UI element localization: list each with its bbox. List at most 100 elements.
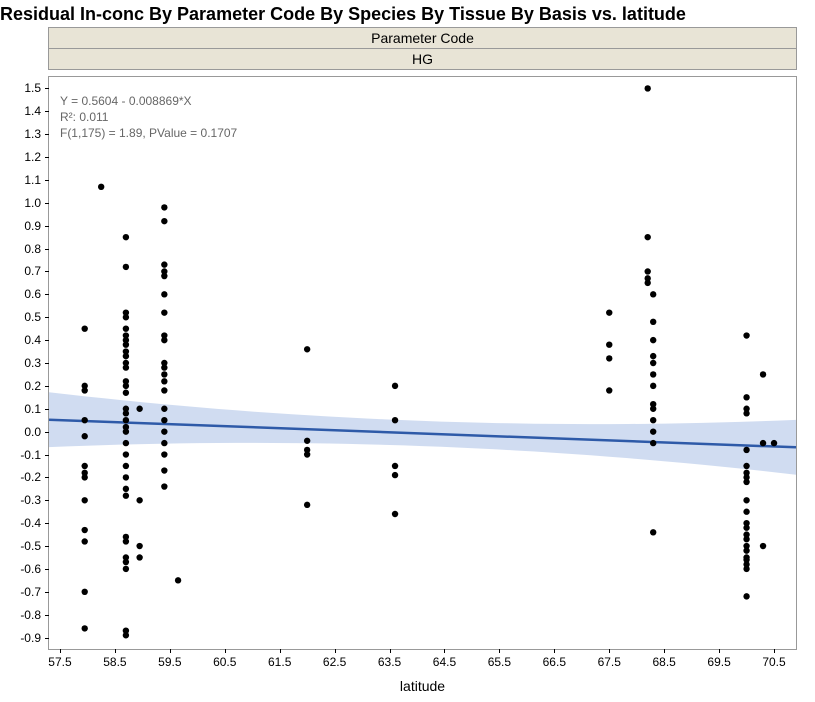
scatter-point (304, 438, 310, 444)
scatter-point (136, 554, 142, 560)
scatter-point (123, 314, 129, 320)
scatter-point (161, 387, 167, 393)
scatter-point (304, 502, 310, 508)
scatter-point (123, 538, 129, 544)
y-tick-label: -0.4 (20, 516, 49, 530)
scatter-point (392, 511, 398, 517)
scatter-point (136, 543, 142, 549)
scatter-point (743, 463, 749, 469)
scatter-point (82, 463, 88, 469)
x-tick-label: 63.5 (378, 649, 401, 669)
scatter-point (743, 497, 749, 503)
scatter-point (606, 355, 612, 361)
scatter-point (82, 387, 88, 393)
y-tick-label: 0.1 (24, 402, 49, 416)
scatter-point (123, 486, 129, 492)
scatter-point (123, 417, 129, 423)
scatter-point (161, 451, 167, 457)
scatter-point (392, 383, 398, 389)
scatter-point (161, 428, 167, 434)
scatter-point (82, 527, 88, 533)
scatter-point (743, 509, 749, 515)
scatter-point (161, 337, 167, 343)
scatter-point (304, 346, 310, 352)
scatter-point (82, 589, 88, 595)
x-axis-label: latitude (400, 678, 445, 694)
y-tick-label: 1.2 (24, 150, 49, 164)
scatter-point (123, 493, 129, 499)
scatter-point (175, 577, 181, 583)
scatter-point (82, 433, 88, 439)
scatter-point (161, 371, 167, 377)
scatter-point (606, 341, 612, 347)
y-tick-label: -0.1 (20, 448, 49, 462)
scatter-point (161, 204, 167, 210)
x-tick-label: 66.5 (543, 649, 566, 669)
annotation-line: R²: 0.011 (60, 109, 237, 125)
plot-area: Y = 0.5604 - 0.008869*XR²: 0.011F(1,175)… (48, 76, 797, 650)
scatter-point (650, 337, 656, 343)
scatter-point (644, 85, 650, 91)
scatter-point (644, 268, 650, 274)
scatter-point (82, 417, 88, 423)
y-tick-label: 1.0 (24, 196, 49, 210)
y-tick-label: 0.9 (24, 219, 49, 233)
scatter-point (743, 547, 749, 553)
y-tick-label: -0.6 (20, 562, 49, 576)
panel-header-label: Parameter Code (49, 28, 796, 49)
scatter-point (161, 364, 167, 370)
scatter-point (82, 497, 88, 503)
scatter-point (123, 234, 129, 240)
scatter-point (650, 291, 656, 297)
scatter-point (82, 325, 88, 331)
chart-title: Residual In-conc By Parameter Code By Sp… (0, 0, 815, 27)
y-tick-label: -0.8 (20, 608, 49, 622)
scatter-point (650, 319, 656, 325)
scatter-point (161, 273, 167, 279)
scatter-point (123, 383, 129, 389)
scatter-point (392, 417, 398, 423)
x-tick-label: 58.5 (103, 649, 126, 669)
scatter-point (743, 447, 749, 453)
scatter-point (760, 371, 766, 377)
scatter-point (123, 264, 129, 270)
x-tick-label: 61.5 (268, 649, 291, 669)
y-tick-label: -0.5 (20, 539, 49, 553)
x-tick-label: 60.5 (213, 649, 236, 669)
scatter-point (771, 440, 777, 446)
annotation-line: F(1,175) = 1.89, PValue = 0.1707 (60, 125, 237, 141)
x-tick-label: 64.5 (433, 649, 456, 669)
scatter-point (123, 325, 129, 331)
y-tick-label: 0.8 (24, 242, 49, 256)
scatter-point (743, 593, 749, 599)
y-tick-label: 0.5 (24, 310, 49, 324)
scatter-point (743, 525, 749, 531)
scatter-point (161, 406, 167, 412)
scatter-point (123, 428, 129, 434)
scatter-point (161, 467, 167, 473)
scatter-point (392, 472, 398, 478)
scatter-point (82, 538, 88, 544)
y-tick-label: 1.3 (24, 127, 49, 141)
x-tick-label: 62.5 (323, 649, 346, 669)
x-tick-label: 57.5 (48, 649, 71, 669)
panel-header-value: HG (49, 49, 796, 69)
y-tick-label: 0.2 (24, 379, 49, 393)
scatter-point (123, 410, 129, 416)
scatter-point (743, 394, 749, 400)
plot-svg (49, 77, 796, 649)
scatter-point (161, 291, 167, 297)
scatter-point (392, 463, 398, 469)
x-tick-label: 65.5 (488, 649, 511, 669)
scatter-point (123, 559, 129, 565)
scatter-point (82, 625, 88, 631)
scatter-point (98, 184, 104, 190)
scatter-point (161, 261, 167, 267)
scatter-point (123, 632, 129, 638)
y-tick-label: -0.2 (20, 470, 49, 484)
scatter-point (123, 341, 129, 347)
scatter-point (760, 543, 766, 549)
y-tick-label: 0.4 (24, 333, 49, 347)
y-tick-label: 1.5 (24, 81, 49, 95)
scatter-point (743, 332, 749, 338)
